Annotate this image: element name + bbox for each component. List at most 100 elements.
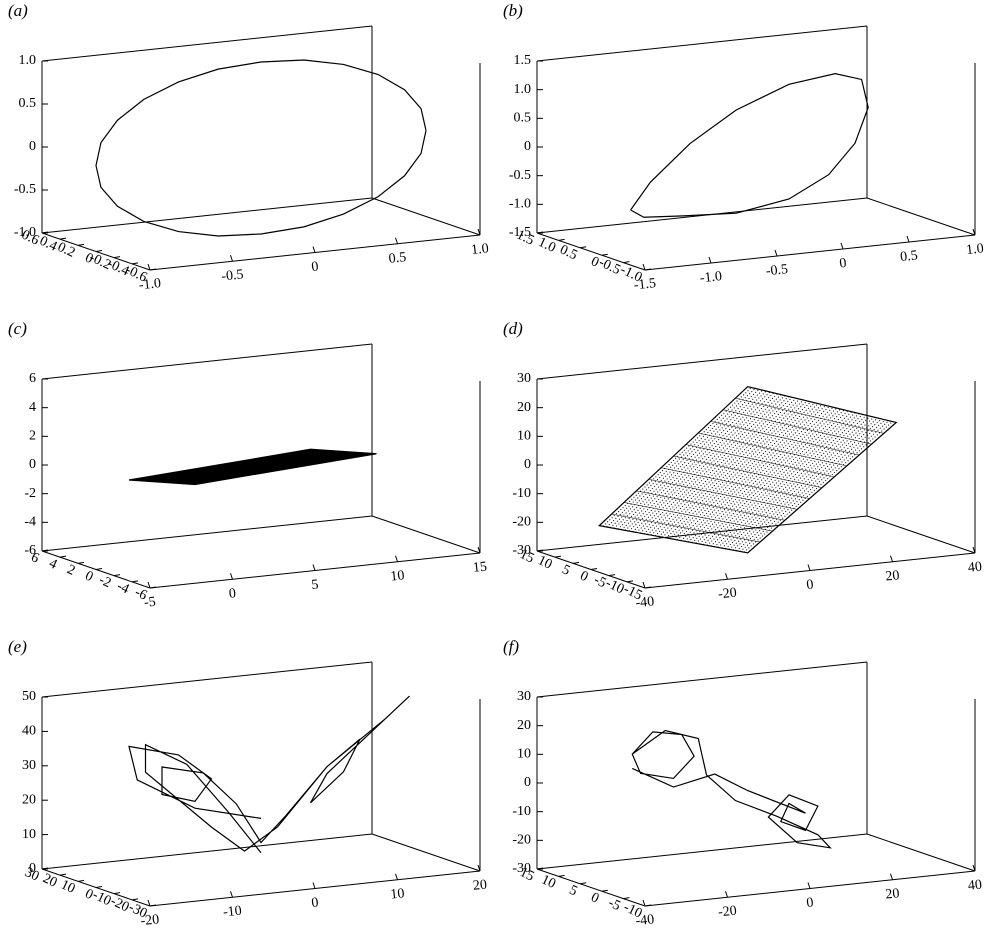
- z-tick-label: 30: [517, 371, 531, 386]
- y-tick: [59, 873, 67, 876]
- z-tick-label: 0.5: [19, 96, 37, 111]
- x-tick-label: 1.0: [965, 241, 984, 258]
- y-tick: [554, 555, 562, 558]
- x-tick: [725, 573, 728, 580]
- z-tick-label: 20: [517, 400, 531, 415]
- z-tick-label: -0.5: [14, 182, 36, 197]
- axis-line: [644, 234, 976, 271]
- z-tick-label: -20: [512, 833, 531, 848]
- z-tick-label: 2: [29, 429, 36, 444]
- y-tick: [131, 580, 139, 583]
- x-tick: [312, 246, 316, 253]
- y-tick-label: -5: [606, 896, 623, 915]
- y-tick: [601, 889, 608, 892]
- box-edge: [866, 833, 976, 872]
- x-tick-label: 10: [390, 886, 405, 902]
- y-tick: [590, 568, 598, 570]
- x-tick: [642, 581, 646, 589]
- x-tick-label: 15: [472, 560, 487, 576]
- y-tick-label: -10: [603, 576, 626, 597]
- x-tick-label: 0: [311, 895, 320, 911]
- x-tick-label: -0.5: [765, 262, 789, 279]
- z-tick-label: 30: [22, 758, 36, 773]
- mesh-line: [673, 455, 823, 488]
- y-tick-label: -6: [132, 585, 149, 604]
- trajectory: [630, 73, 869, 218]
- x-tick-label: 40: [967, 878, 982, 894]
- y-tick: [536, 549, 544, 552]
- box-edge: [371, 197, 481, 236]
- z-tick-label: 10: [517, 747, 531, 762]
- z-tick-label: 0: [29, 861, 36, 876]
- y-tick: [572, 561, 580, 564]
- z-tick-label: 0: [524, 139, 531, 154]
- y-tick: [95, 886, 103, 888]
- y-tick: [77, 561, 85, 564]
- y-tick-label: 10: [539, 872, 558, 892]
- x-tick: [147, 263, 151, 271]
- y-tick: [113, 892, 121, 895]
- x-tick-label: 0: [806, 895, 815, 911]
- x-tick-label: 20: [885, 886, 900, 902]
- z-tick-label: -20: [512, 515, 531, 530]
- z-tick-label: -1.0: [509, 197, 531, 212]
- box-edge: [371, 833, 481, 872]
- x-tick: [807, 564, 811, 571]
- mesh-line: [611, 513, 761, 543]
- box-edge: [536, 25, 868, 62]
- x-tick-label: -40: [635, 912, 655, 929]
- box-edge: [536, 833, 868, 870]
- y-tick-label: 0.5: [557, 242, 579, 263]
- y-tick: [536, 867, 544, 870]
- z-tick-label: 50: [22, 689, 36, 704]
- box-edge: [866, 197, 976, 236]
- box-edge: [371, 515, 481, 554]
- x-tick-label: 5: [311, 577, 320, 593]
- z-tick-label: -6: [24, 543, 36, 558]
- y-tick-label: 0.6: [19, 228, 41, 249]
- y-tick-label: -10: [621, 900, 644, 921]
- y-tick-label: 0: [578, 568, 591, 585]
- y-tick: [601, 253, 608, 256]
- y-tick-label: 0: [83, 568, 96, 585]
- z-tick-label: -10: [512, 804, 531, 819]
- panel-label: (b): [503, 1, 523, 20]
- z-tick-label: 10: [517, 429, 531, 444]
- y-tick: [626, 580, 634, 583]
- mesh-line: [661, 467, 810, 499]
- x-tick: [972, 228, 976, 236]
- panel-label: (a): [8, 1, 28, 20]
- mesh-line: [636, 490, 785, 521]
- trajectory: [631, 729, 832, 849]
- y-tick-label: 10: [535, 553, 554, 573]
- y-tick: [149, 904, 157, 907]
- y-tick-label: 1.5: [514, 228, 536, 249]
- y-tick: [580, 246, 587, 249]
- z-tick-label: -1.5: [509, 225, 531, 240]
- x-tick: [395, 555, 398, 562]
- y-tick: [59, 555, 67, 558]
- x-tick: [477, 228, 481, 236]
- box-edge: [41, 25, 373, 62]
- y-tick-label: 15: [517, 865, 536, 885]
- x-tick-label: 0.5: [899, 248, 918, 265]
- panel-label: (f): [503, 637, 519, 656]
- x-tick: [477, 864, 481, 872]
- y-tick-label: 2: [65, 562, 78, 579]
- x-tick-label: 0: [839, 256, 848, 272]
- z-tick-label: 20: [517, 718, 531, 733]
- y-tick: [644, 268, 652, 271]
- mesh-line: [648, 479, 798, 510]
- y-tick: [580, 882, 587, 885]
- x-tick: [642, 263, 646, 271]
- y-tick: [131, 898, 139, 901]
- x-tick: [147, 581, 151, 589]
- y-tick-label: 5: [560, 562, 573, 579]
- x-tick-label: -1.5: [633, 276, 657, 293]
- x-tick: [642, 899, 646, 907]
- x-tick-label: 0.5: [388, 250, 407, 267]
- x-tick: [774, 249, 778, 257]
- y-tick-label: 5: [567, 883, 580, 900]
